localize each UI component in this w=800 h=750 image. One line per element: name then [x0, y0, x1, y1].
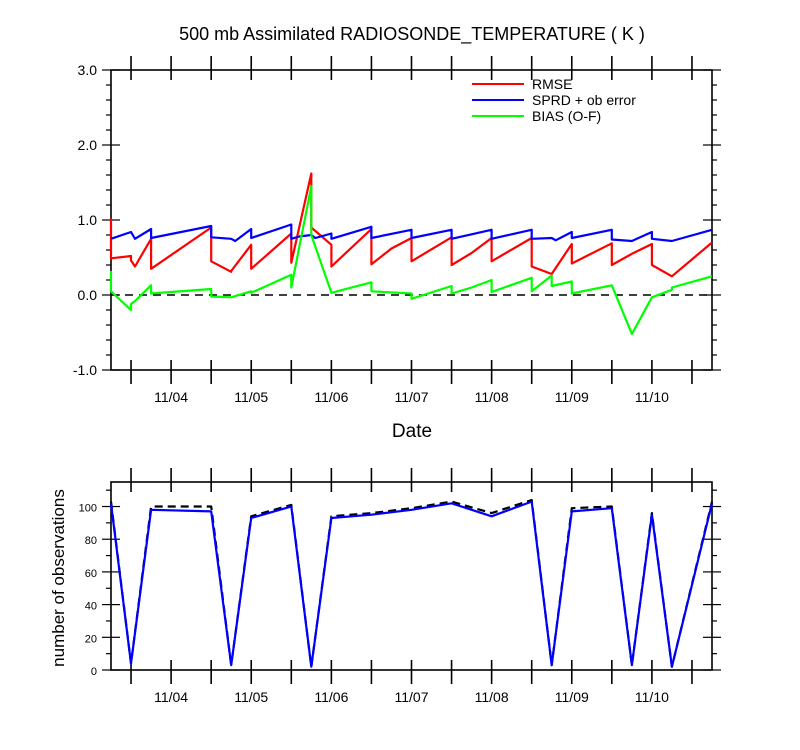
x-tick-label: 11/08 — [475, 389, 509, 405]
top-chart: 500 mb Assimilated RADIOSONDE_TEMPERATUR… — [73, 24, 721, 442]
x-tick-label: 11/09 — [555, 689, 589, 705]
series-line-rmse — [109, 172, 713, 278]
x-tick-label: 11/10 — [635, 389, 669, 405]
x-tick-label: 11/04 — [154, 389, 188, 405]
top-plot-area: -1.0 0.0 1.0 2.0 3.0 11/04 11/05 11/06 11/07 11/0… — [73, 56, 721, 405]
y-tick-label: 40 — [85, 601, 97, 613]
x-tick-label: 11/07 — [395, 389, 429, 405]
x-tick-label: 11/10 — [635, 689, 669, 705]
series-line-sprd-ob-error — [110, 223, 713, 243]
legend-label: SPRD + ob error — [532, 92, 636, 108]
bottom-chart: 0 20 40 60 80 100 11/04 11/05 11/06 11/07 11/08 11/… — [49, 468, 721, 705]
x-tick-label: 11/06 — [314, 389, 348, 405]
y-axis-label: number of observations — [49, 489, 68, 667]
x-tick-label: 11/08 — [475, 689, 509, 705]
y-tick-label: 60 — [85, 568, 97, 580]
x-axis-label: Date — [392, 421, 432, 442]
y-tick-label: 20 — [85, 633, 97, 645]
y-tick-label: 0 — [91, 666, 97, 678]
plot-frame — [110, 69, 713, 371]
x-tick-label: 11/06 — [314, 689, 348, 705]
x-tick-label: 11/07 — [395, 689, 429, 705]
series-line-assimilated — [109, 500, 714, 668]
bottom-plot-area: 0 20 40 60 80 100 11/04 11/05 11/06 11/07 11/08 11/… — [79, 468, 721, 705]
x-tick-label: 11/05 — [234, 389, 268, 405]
y-tick-label: -1.0 — [73, 362, 97, 378]
legend-label: RMSE — [532, 76, 572, 92]
y-tick-label: 100 — [79, 503, 97, 515]
y-tick-label: 1.0 — [78, 212, 98, 228]
y-tick-label: 0.0 — [78, 287, 98, 303]
legend-label: BIAS (O-F) — [532, 108, 601, 124]
x-tick-label: 11/04 — [154, 689, 188, 705]
y-tick-label: 3.0 — [78, 62, 98, 78]
x-tick-label: 11/05 — [234, 689, 268, 705]
y-tick-label: 2.0 — [78, 137, 98, 153]
chart-title: 500 mb Assimilated RADIOSONDE_TEMPERATUR… — [179, 24, 645, 45]
y-tick-label: 80 — [85, 535, 97, 547]
x-tick-label: 11/09 — [555, 389, 589, 405]
series-line-bias-o-f — [109, 185, 713, 336]
